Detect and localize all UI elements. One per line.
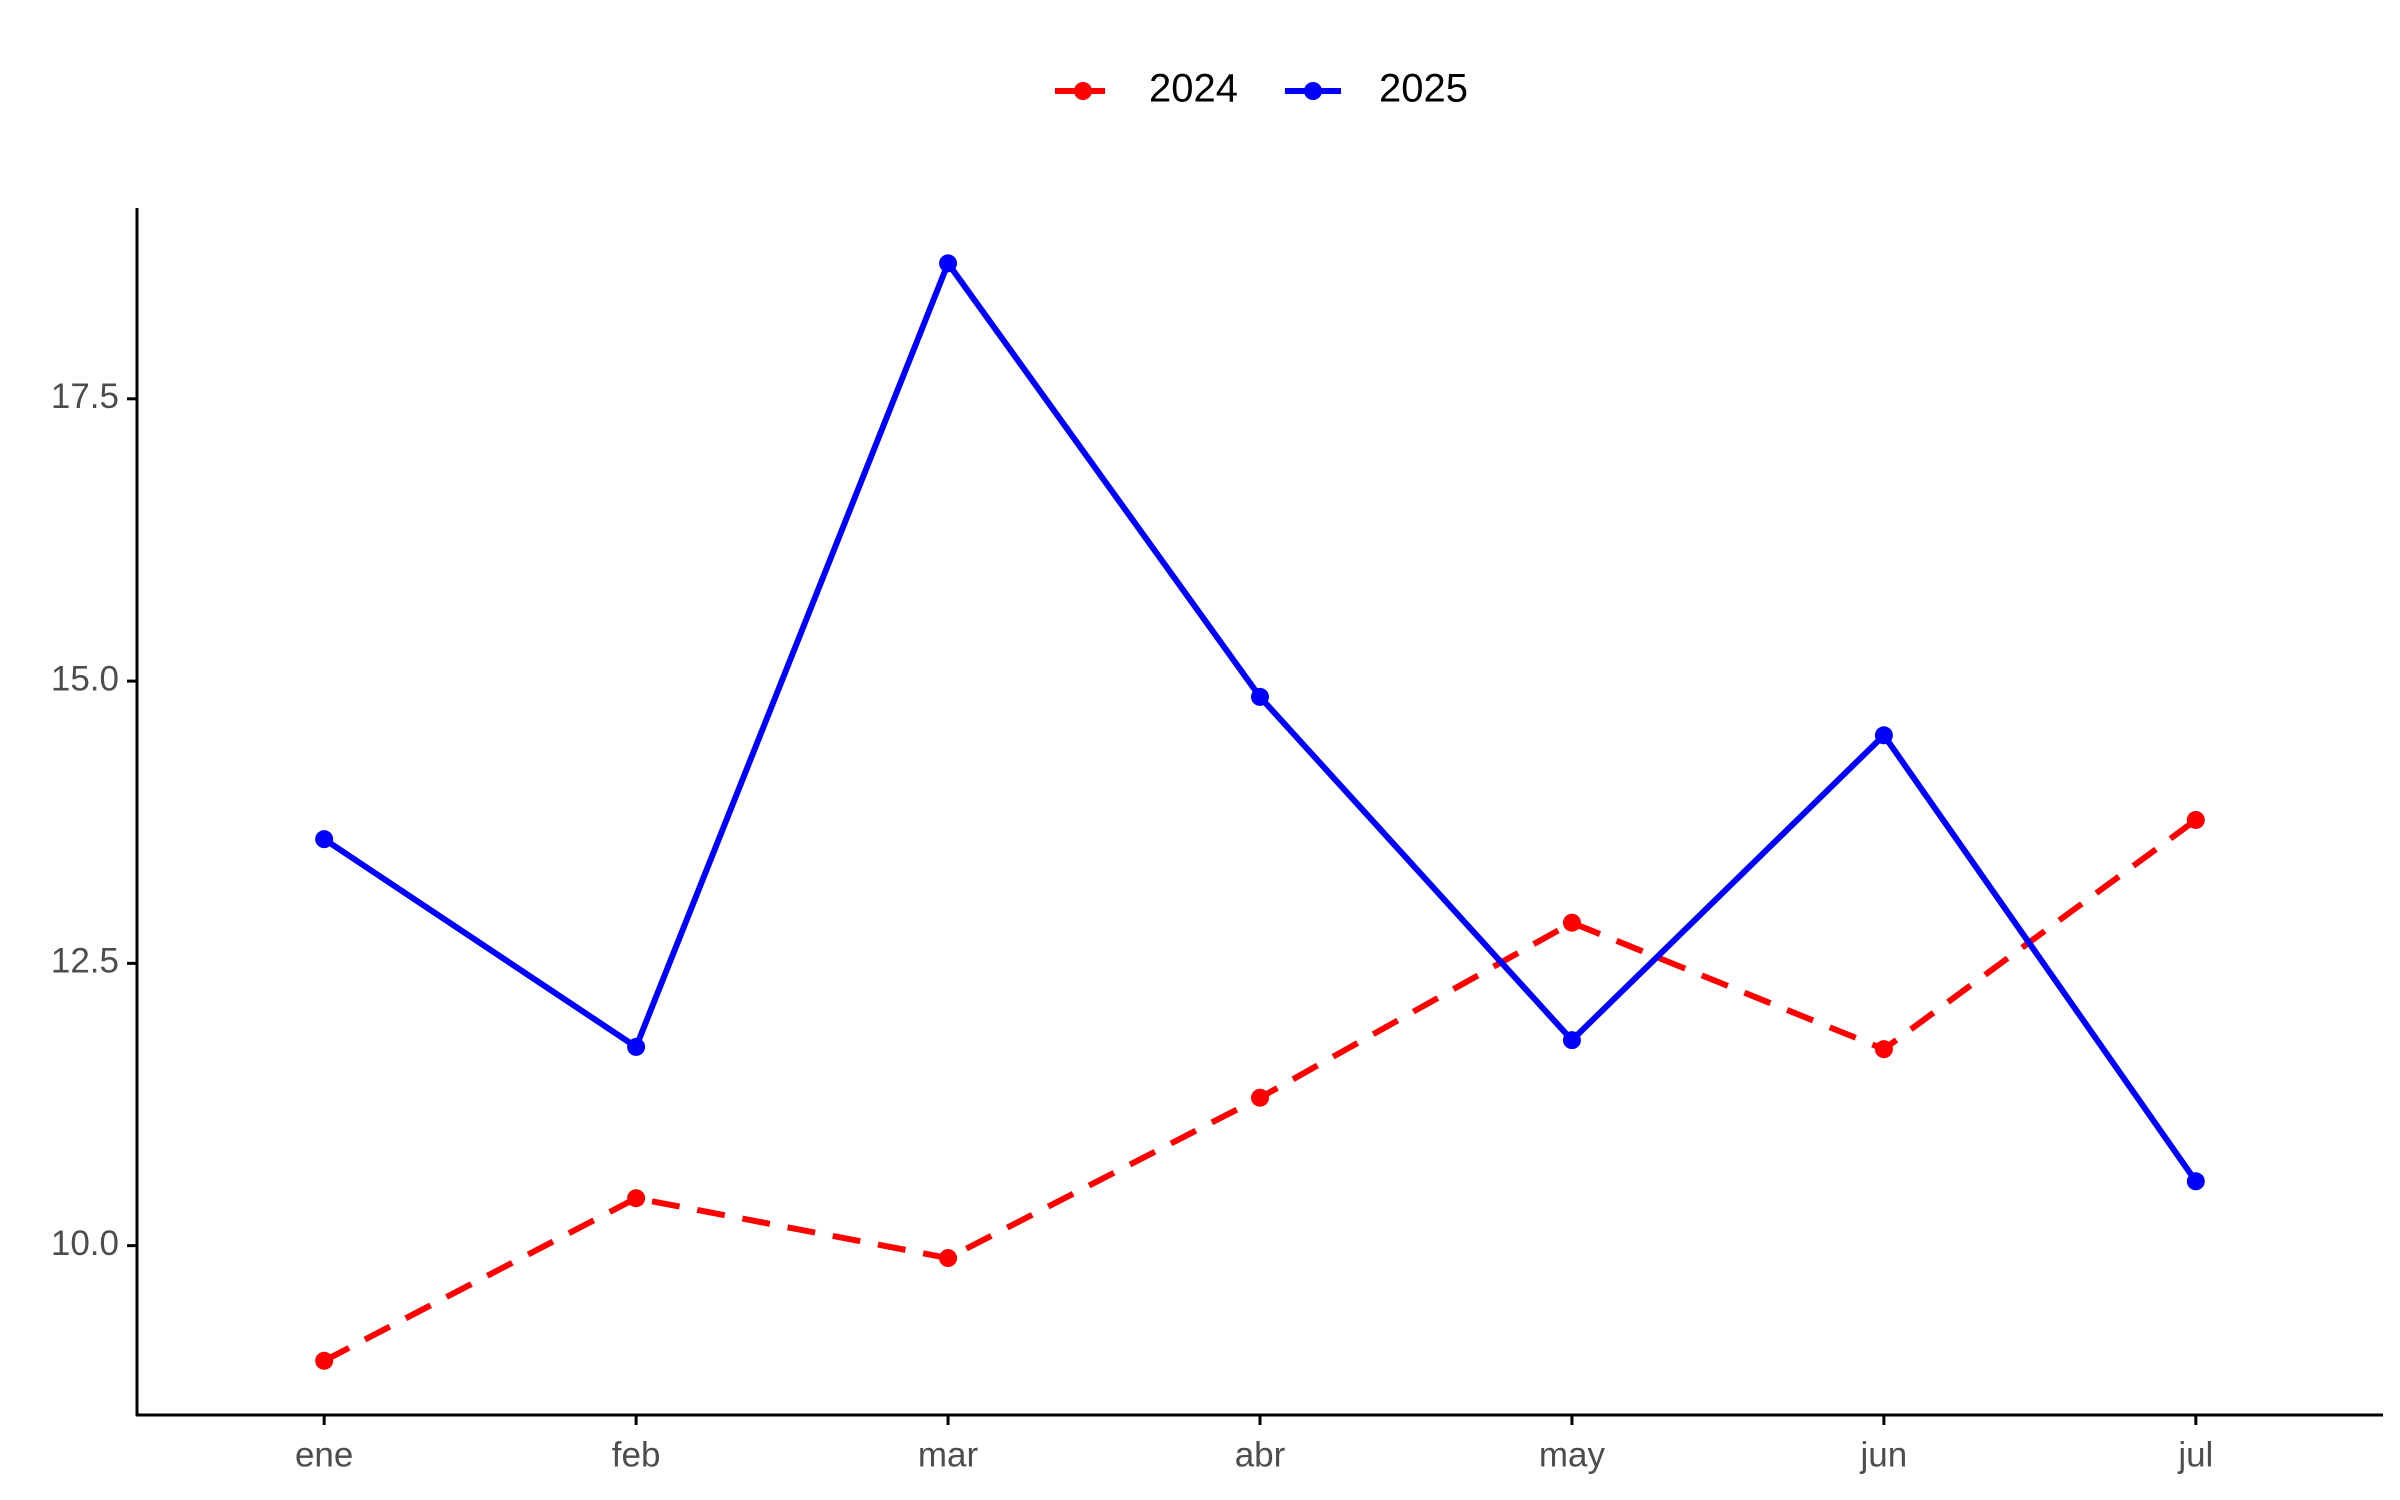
x-tick-label: mar <box>918 1435 979 1474</box>
x-tick-label: jun <box>1860 1435 1908 1474</box>
data-point <box>1874 726 1893 745</box>
data-point <box>2186 1172 2205 1191</box>
data-point <box>315 830 334 849</box>
x-tick-label: abr <box>1235 1435 1286 1474</box>
data-point <box>1874 1040 1893 1059</box>
data-point <box>1251 1088 1269 1107</box>
y-tick-label: 17.5 <box>51 377 119 416</box>
y-tick-label: 12.5 <box>51 942 119 981</box>
legend-label: 2024 <box>1149 67 1238 111</box>
x-tick-label: ene <box>295 1435 353 1474</box>
x-tick-label: may <box>1539 1435 1606 1474</box>
legend-dot <box>1074 82 1092 100</box>
data-point <box>1562 913 1581 932</box>
legend-label: 2025 <box>1379 67 1468 111</box>
data-point <box>939 1249 958 1268</box>
y-tick-label: 15.0 <box>51 659 119 698</box>
y-tick-label: 10.0 <box>51 1224 119 1263</box>
series-line <box>322 257 2199 1183</box>
data-point <box>939 254 958 273</box>
x-tick-label: jul <box>2177 1435 2213 1474</box>
data-point <box>1251 687 1269 706</box>
data-point <box>627 1037 646 1056</box>
data-point <box>315 1351 334 1370</box>
x-tick-label: feb <box>612 1435 661 1474</box>
data-point <box>627 1189 646 1208</box>
legend-dot <box>1304 82 1322 100</box>
data-point <box>2186 810 2205 829</box>
data-point <box>1562 1031 1581 1050</box>
